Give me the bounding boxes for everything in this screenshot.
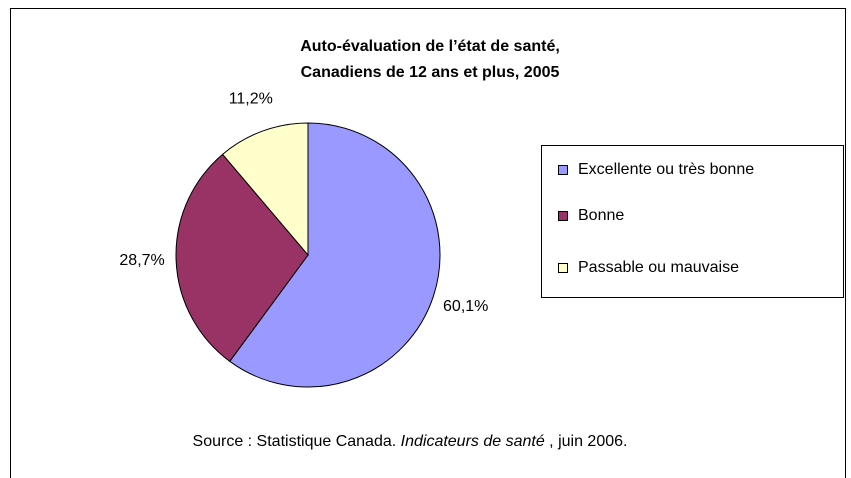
source-text: Source : Statistique Canada. xyxy=(193,433,401,450)
chart-title: Auto-évaluation de l’état de santé, xyxy=(300,38,560,55)
chart-border xyxy=(10,8,846,478)
data-label: 60,1% xyxy=(443,298,488,315)
legend-label: Bonne xyxy=(578,207,624,224)
pie-slice xyxy=(229,122,441,388)
legend-swatch xyxy=(558,263,568,273)
legend-label: Passable ou mauvaise xyxy=(578,259,739,276)
pie-slice xyxy=(175,153,309,363)
legend-label: Excellente ou très bonne xyxy=(578,161,754,178)
chart-title: Canadiens de 12 ans et plus, 2005 xyxy=(301,64,560,81)
source-note: Source : Statistique Canada. Indicateurs… xyxy=(193,433,628,450)
pie-slice xyxy=(221,122,309,257)
legend-swatch xyxy=(558,211,568,221)
legend-swatch xyxy=(558,165,568,175)
data-label: 28,7% xyxy=(119,252,164,269)
legend-box xyxy=(541,145,844,298)
source-text: Indicateurs de santé xyxy=(401,433,545,450)
source-text: , juin 2006. xyxy=(545,433,628,450)
data-label: 11,2% xyxy=(229,90,273,107)
